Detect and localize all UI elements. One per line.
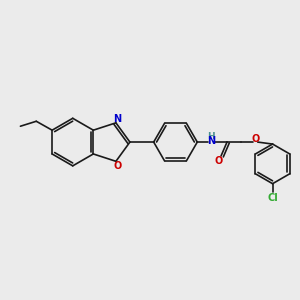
Text: O: O [114,161,122,171]
Text: O: O [252,134,260,144]
Text: O: O [215,156,223,166]
Text: N: N [113,114,121,124]
Text: H: H [207,132,215,141]
Text: N: N [207,136,215,146]
Text: Cl: Cl [267,193,278,202]
